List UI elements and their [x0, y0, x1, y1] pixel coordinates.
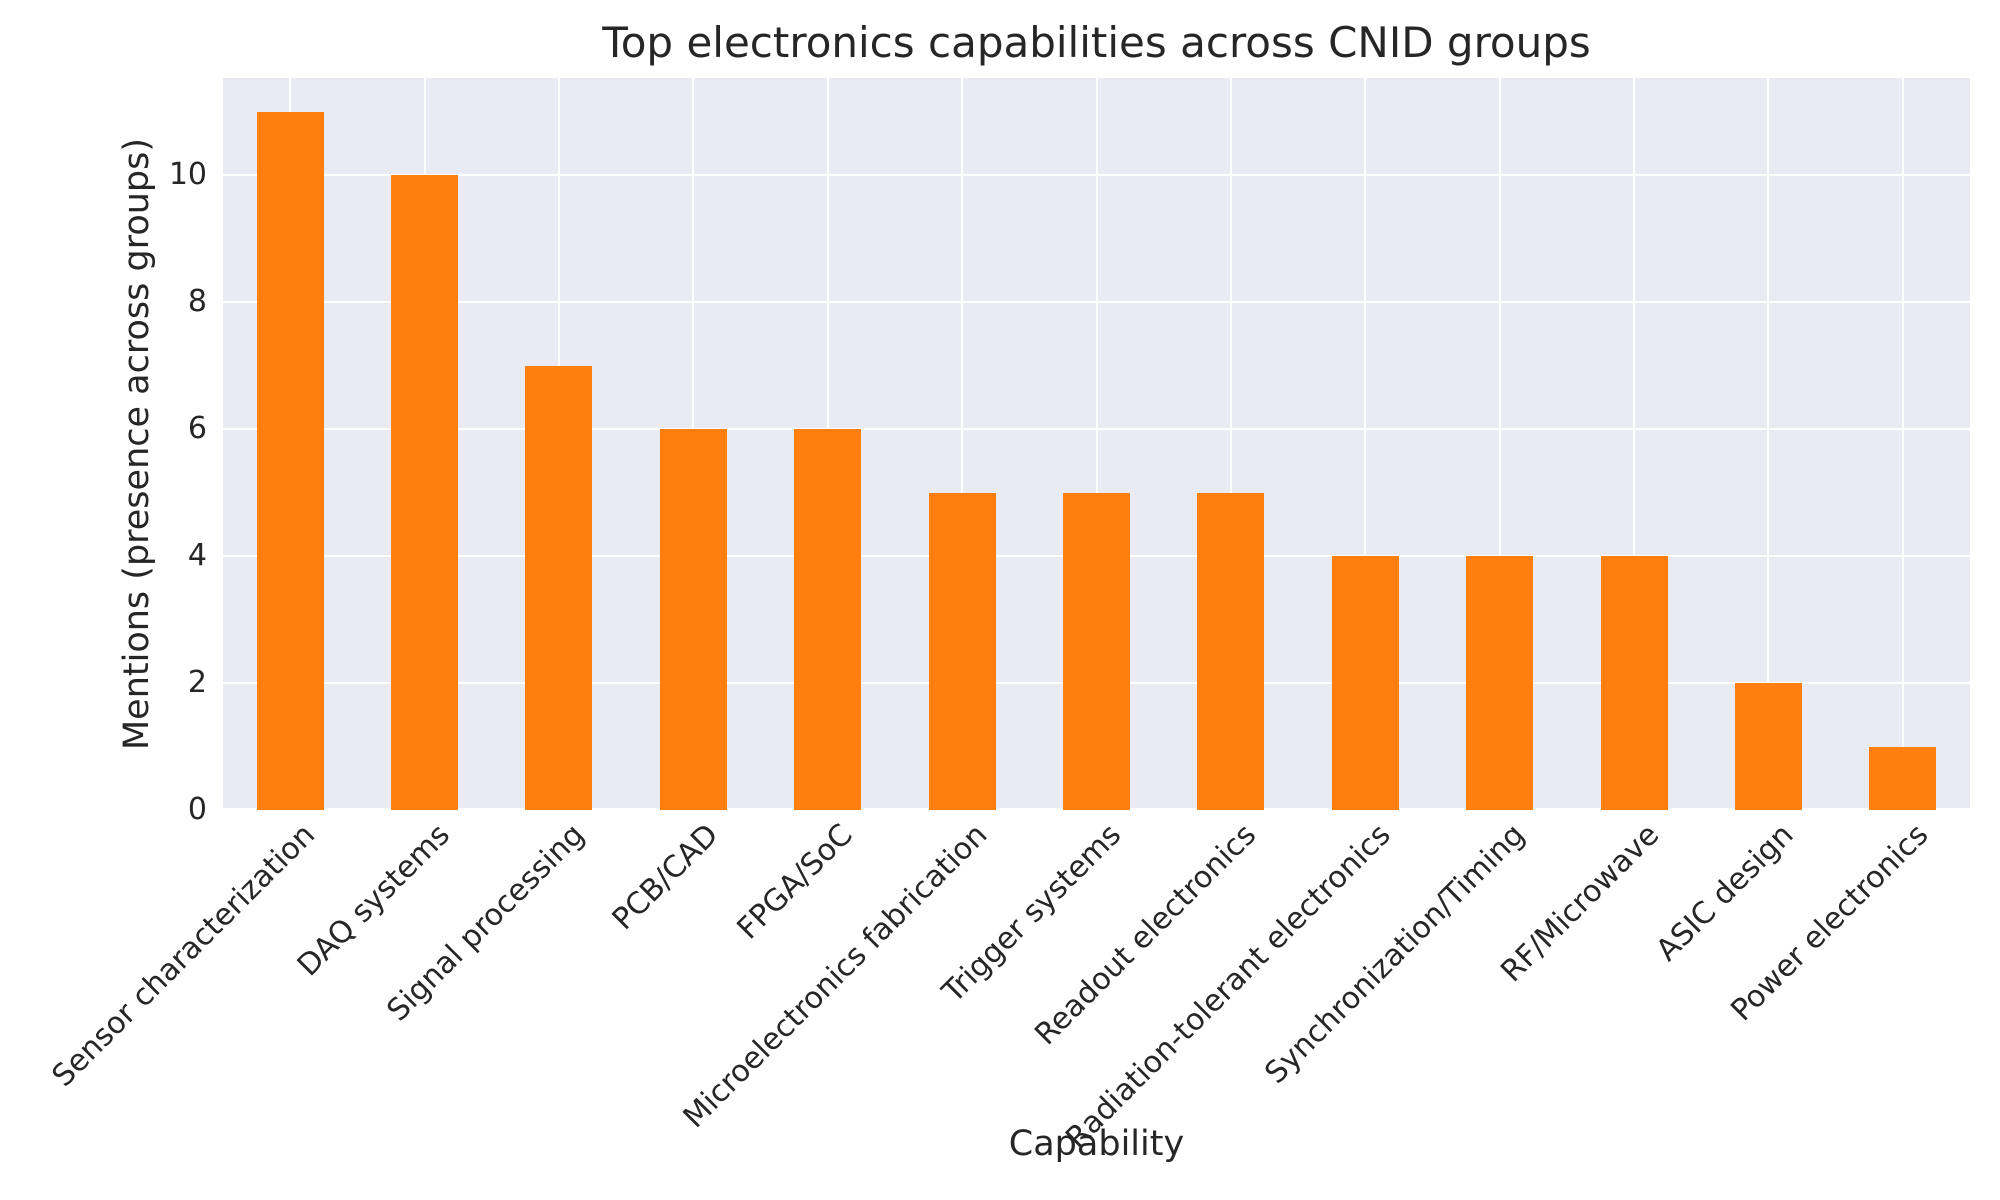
y-axis-label: Mentions (presence across groups)	[117, 137, 157, 751]
x-tick-label: ASIC design	[1649, 817, 1801, 969]
chart-title: Top electronics capabilities across CNID…	[602, 18, 1591, 67]
gridline-vertical	[1767, 78, 1769, 810]
x-tick-label: Synchronization/Timing	[1258, 817, 1532, 1091]
x-tick-label: Sensor characterization	[45, 817, 323, 1094]
bar	[1197, 493, 1264, 810]
x-axis-label: Capability	[1008, 1124, 1185, 1164]
bar	[391, 175, 458, 810]
plot-area	[223, 78, 1970, 810]
x-tick-label: PCB/CAD	[605, 817, 726, 938]
gridline-vertical	[1364, 78, 1366, 810]
bar	[1332, 556, 1399, 810]
y-tick-label: 0	[187, 792, 207, 827]
y-tick-label: 6	[187, 411, 207, 446]
bar	[794, 429, 861, 810]
gridline-vertical	[1096, 78, 1098, 810]
bar	[1466, 556, 1533, 810]
gridline-vertical	[1633, 78, 1635, 810]
x-tick-label: Readout electronics	[1028, 817, 1263, 1053]
bar	[1063, 493, 1130, 810]
y-tick-label: 4	[187, 538, 207, 573]
y-tick-label: 2	[187, 665, 207, 700]
bar	[525, 366, 592, 810]
gridline-vertical	[961, 78, 963, 810]
gridline-vertical	[1230, 78, 1232, 810]
gridline-vertical	[1902, 78, 1904, 810]
x-tick-label: FPGA/SoC	[730, 817, 860, 947]
bar	[660, 429, 727, 810]
bar	[1601, 556, 1668, 810]
y-tick-label: 10	[168, 157, 207, 192]
bar	[929, 493, 996, 810]
bar	[257, 112, 324, 810]
gridline-vertical	[1499, 78, 1501, 810]
bar	[1735, 683, 1802, 810]
y-tick-label: 8	[187, 284, 207, 319]
bar	[1869, 747, 1936, 810]
